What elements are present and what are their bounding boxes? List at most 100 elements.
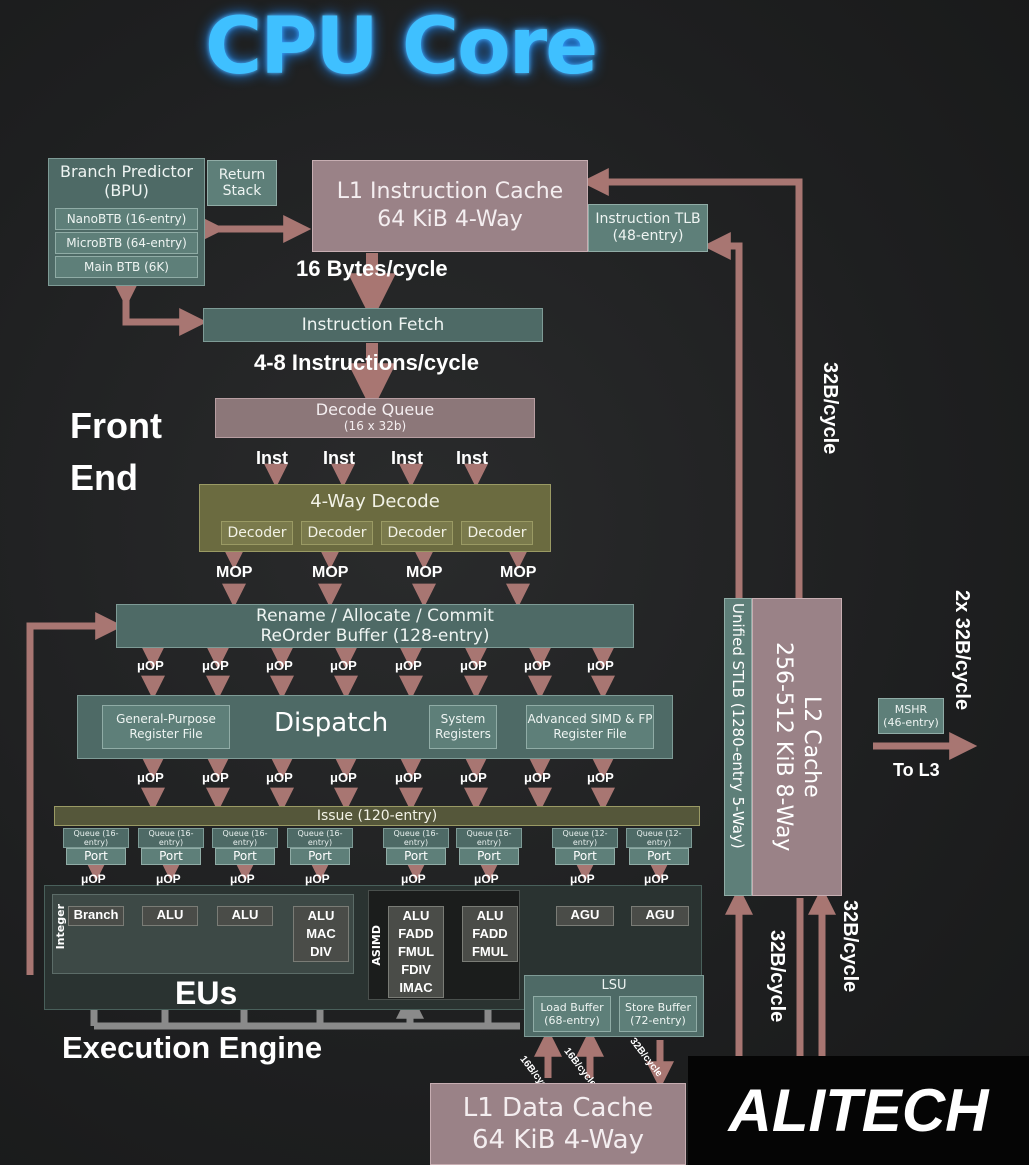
simd1-alu: ALU xyxy=(402,908,430,923)
l2-cache: L2 Cache 256-512 KiB 8-Way xyxy=(752,598,842,896)
arrow-bpu-fetch xyxy=(112,279,208,336)
lsu-title: LSU xyxy=(601,978,627,993)
mshr-line2: (46-entry) xyxy=(883,716,939,729)
to-l3-label: To L3 xyxy=(893,760,940,780)
uop1-7: μOP xyxy=(587,658,614,673)
simd2-fadd: FADD xyxy=(472,926,508,941)
mshr-line1: MSHR xyxy=(894,703,928,716)
execution-engine-label: Execution Engine xyxy=(62,1030,323,1065)
alu-unit-2: ALU xyxy=(217,906,273,926)
rename-line2: ReOrder Buffer (128-entry) xyxy=(260,626,490,646)
queue-4: Queue (16-entry) xyxy=(383,828,449,848)
uop2-6: μOP xyxy=(524,770,551,785)
page-title: CPU Core xyxy=(205,2,598,92)
rename-allocate-commit: Rename / Allocate / Commit ReOrder Buffe… xyxy=(116,604,634,648)
rename-line1: Rename / Allocate / Commit xyxy=(256,606,494,626)
port-0: Port xyxy=(66,848,126,865)
uop3-4: μOP xyxy=(401,872,426,886)
uop1-2: μOP xyxy=(266,658,293,673)
simd1-fadd: FADD xyxy=(398,926,434,941)
queue-5: Queue (16-entry) xyxy=(456,828,522,848)
simd-unit-1: ALU FADD FMUL FDIV IMAC xyxy=(388,906,444,998)
arrow-l2-l1i xyxy=(580,168,803,600)
queue-3: Queue (16-entry) xyxy=(287,828,353,848)
alu-mac-div-div: DIV xyxy=(310,944,332,959)
asimd-label: ASIMD xyxy=(370,925,383,966)
four-way-decode: 4-Way Decode Decoder Decoder Decoder Decode… xyxy=(199,484,551,552)
uop3-2: μOP xyxy=(230,872,255,886)
l2-label: L2 Cache 256-512 KiB 8-Way xyxy=(769,642,825,851)
agu-unit-2: AGU xyxy=(631,906,689,926)
l2-bandwidth-right: 2x 32B/cycle xyxy=(951,590,973,711)
load-buffer: Load Buffer (68-entry) xyxy=(533,996,611,1032)
decode-queue-line1: Decode Queue xyxy=(315,400,435,419)
simd1-fdiv: FDIV xyxy=(401,962,431,977)
mop-label-0: MOP xyxy=(216,564,253,581)
uop3-7: μOP xyxy=(644,872,669,886)
alu-mac-div-alu: ALU xyxy=(307,908,335,923)
queue-6: Queue (12-entry) xyxy=(552,828,618,848)
front-end-label: Front End xyxy=(70,400,162,504)
port-2: Port xyxy=(215,848,275,865)
uop3-6: μOP xyxy=(570,872,595,886)
l2-line2: 256-512 KiB 8-Way xyxy=(771,642,796,852)
uop2-1: μOP xyxy=(202,770,229,785)
inst-label-3: Inst xyxy=(456,448,489,468)
l1-data-cache: L1 Data Cache 64 KiB 4-Way xyxy=(430,1083,686,1165)
l1-instruction-cache: L1 Instruction Cache 64 KiB 4-Way xyxy=(312,160,588,252)
itlb-line1: Instruction TLB xyxy=(595,211,701,227)
system-registers: System Registers xyxy=(429,705,497,749)
agu-unit-1: AGU xyxy=(556,906,614,926)
decode-title: 4-Way Decode xyxy=(310,491,440,512)
uop3-0: μOP xyxy=(81,872,106,886)
front-end-line1: Front xyxy=(70,405,162,446)
inst-label-2: Inst xyxy=(391,448,424,468)
simd2-alu: ALU xyxy=(476,908,504,923)
label-instructions-cycle: 4-8 Instructions/cycle xyxy=(254,350,479,375)
queue-7: Queue (12-entry) xyxy=(626,828,692,848)
mop-label-2: MOP xyxy=(406,564,443,581)
port-7: Port xyxy=(629,848,689,865)
simd-fp-register-file: Advanced SIMD & FP Register File xyxy=(526,705,654,749)
port-4: Port xyxy=(386,848,446,865)
branch-unit: Branch xyxy=(68,906,124,926)
decoder-1: Decoder xyxy=(301,521,373,545)
itlb-line2: (48-entry) xyxy=(612,228,684,244)
simd-unit-2: ALU FADD FMUL xyxy=(462,906,518,962)
front-end-line2: End xyxy=(70,457,138,498)
alitech-logo: ALITECH xyxy=(688,1056,1029,1165)
uop1-0: μOP xyxy=(137,658,164,673)
mshr: MSHR (46-entry) xyxy=(878,698,944,734)
simd1-fmul: FMUL xyxy=(397,944,435,959)
queue-0: Queue (16-entry) xyxy=(63,828,129,848)
alu-mac-div-unit: ALU MAC DIV xyxy=(293,906,349,962)
decoder-0: Decoder xyxy=(221,521,293,545)
eus-label: EUs xyxy=(175,975,238,1011)
uop1-5: μOP xyxy=(460,658,487,673)
uop1-1: μOP xyxy=(202,658,229,673)
issue-queue: Issue (120-entry) xyxy=(54,806,700,826)
mop-label-1: MOP xyxy=(312,564,349,581)
label-16-bytes-cycle: 16 Bytes/cycle xyxy=(296,256,448,281)
port-6: Port xyxy=(555,848,615,865)
uop3-3: μOP xyxy=(305,872,330,886)
l1d-line2: 64 KiB 4-Way xyxy=(472,1125,644,1155)
store-buffer: Store Buffer (72-entry) xyxy=(619,996,697,1032)
return-stack: Return Stack xyxy=(207,160,277,206)
l1d-line1: L1 Data Cache xyxy=(462,1093,654,1123)
l2-bandwidth-low2: 32B/cycle xyxy=(839,900,861,993)
port-3: Port xyxy=(290,848,350,865)
arrow-eu-loop xyxy=(26,612,124,975)
dispatch-block: General-Purpose Register File Dispatch S… xyxy=(77,695,673,759)
dispatch-title: Dispatch xyxy=(274,708,389,738)
inst-label-0: Inst xyxy=(256,448,289,468)
l2-line1: L2 Cache xyxy=(799,696,824,798)
gp-register-file: General-Purpose Register File xyxy=(102,705,230,749)
uop2-4: μOP xyxy=(395,770,422,785)
port-1: Port xyxy=(141,848,201,865)
instruction-fetch: Instruction Fetch xyxy=(203,308,543,342)
integer-label: Integer xyxy=(54,904,67,950)
alu-unit-1: ALU xyxy=(142,906,198,926)
